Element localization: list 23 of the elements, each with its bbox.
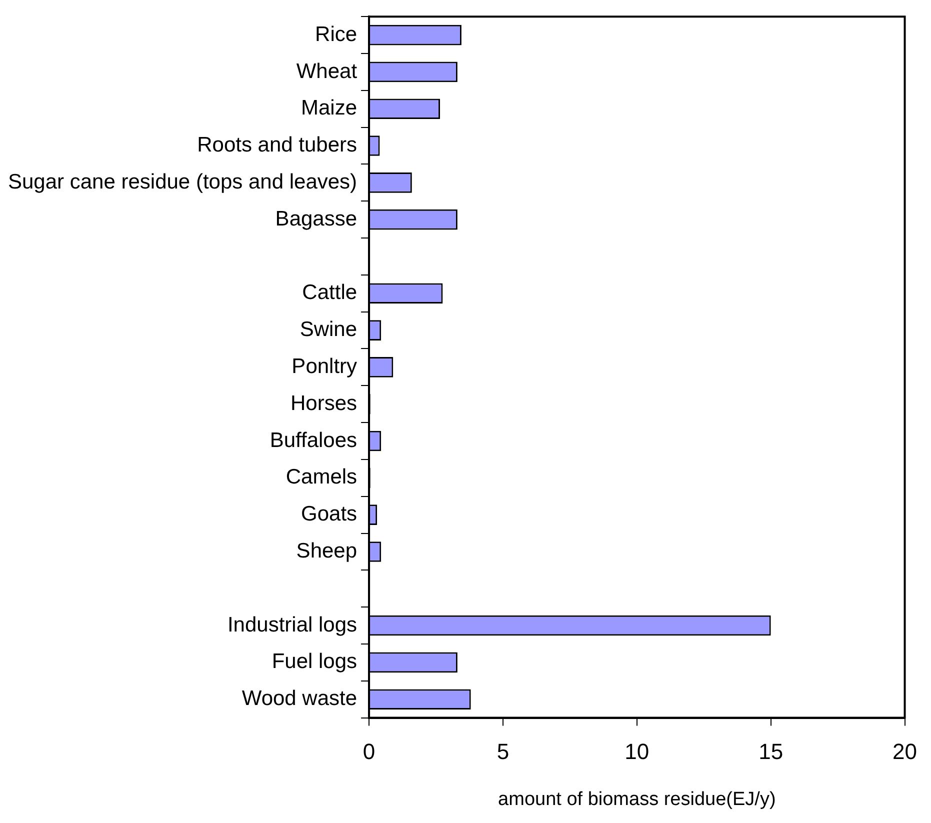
y-tick-label: Swine [300, 318, 358, 342]
x-tick-label: 5 [496, 739, 510, 764]
y-tick-label: Rice [315, 22, 358, 46]
y-tick-label: Buffaloes [270, 428, 358, 452]
x-tick-label: 15 [758, 739, 784, 764]
y-tick-label: Horses [290, 392, 358, 415]
y-tick-label: Roots and tubers [197, 134, 358, 157]
x-tick-label: 20 [892, 739, 918, 764]
y-tick-label: Wood waste [242, 687, 358, 710]
y-tick-label: Maize [301, 96, 358, 120]
x-axis-title: amount of biomass residue(EJ/y) [498, 788, 776, 810]
y-tick-label: Wheat [296, 60, 358, 83]
y-tick-label: Sugar cane residue (tops and leaves) [8, 170, 358, 194]
y-tick-label: Sheep [296, 540, 358, 563]
x-tick-label: 10 [624, 739, 650, 764]
y-tick-label: Cattle [302, 281, 358, 304]
y-tick-label: Ponltry [292, 354, 358, 378]
y-tick-label: Industrial logs [227, 613, 358, 636]
y-tick-label: Bagasse [275, 207, 358, 230]
y-tick-label: Camels [286, 466, 358, 489]
y-tick-label: Goats [301, 502, 358, 526]
x-tick-label: 0 [362, 739, 376, 764]
y-tick-label: Fuel logs [272, 650, 358, 674]
